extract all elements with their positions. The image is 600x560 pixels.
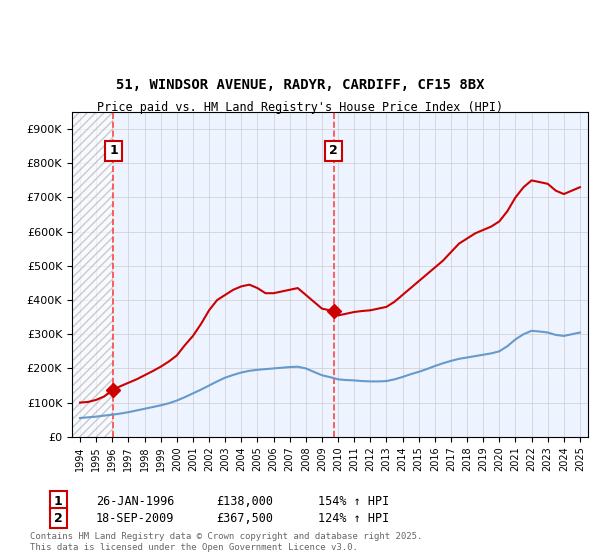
Text: £138,000: £138,000: [216, 494, 273, 508]
Text: 18-SEP-2009: 18-SEP-2009: [96, 511, 175, 525]
Text: 154% ↑ HPI: 154% ↑ HPI: [318, 494, 389, 508]
Text: 2: 2: [54, 511, 63, 525]
Text: 51, WINDSOR AVENUE, RADYR, CARDIFF, CF15 8BX: 51, WINDSOR AVENUE, RADYR, CARDIFF, CF15…: [116, 78, 484, 92]
Text: 2: 2: [329, 144, 338, 157]
Text: £367,500: £367,500: [216, 511, 273, 525]
Text: Contains HM Land Registry data © Crown copyright and database right 2025.
This d: Contains HM Land Registry data © Crown c…: [30, 532, 422, 552]
Text: 124% ↑ HPI: 124% ↑ HPI: [318, 511, 389, 525]
Text: 26-JAN-1996: 26-JAN-1996: [96, 494, 175, 508]
Text: Price paid vs. HM Land Registry's House Price Index (HPI): Price paid vs. HM Land Registry's House …: [97, 101, 503, 114]
Text: 1: 1: [54, 494, 63, 508]
Bar: [72, 112, 113, 437]
Text: 1: 1: [109, 144, 118, 157]
Bar: [72, 112, 113, 437]
